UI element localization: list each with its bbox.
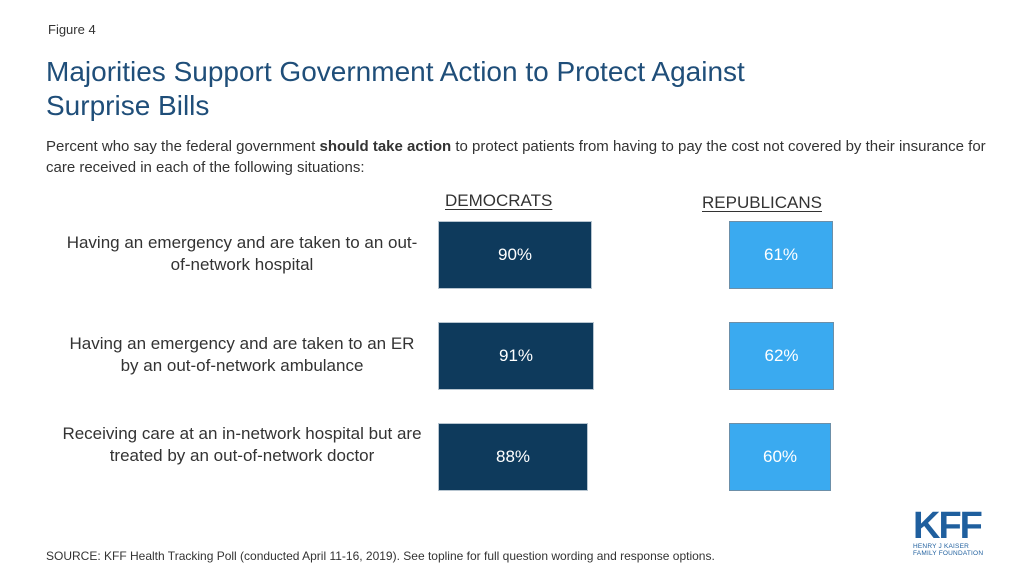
category-label: Receiving care at an in-network hospital… [62, 424, 422, 465]
subtitle-part-2: to protect patients from having to pay t… [46, 138, 986, 176]
subtitle-emphasis: should take action [319, 138, 452, 155]
source-note: SOURCE: KFF Health Tracking Poll (conduc… [46, 549, 715, 563]
kff-logo-mark: KFF [913, 505, 983, 547]
democrats-column-header: DEMOCRATS [445, 191, 553, 210]
republicans-bar: 61% [729, 221, 833, 289]
bar-value-label: 91% [498, 346, 534, 365]
bar-value-label: 88% [495, 447, 531, 466]
republicans-column-header: REPUBLICANS [702, 193, 822, 212]
democrats-bar: 90% [438, 221, 592, 289]
kff-logo-line-2: FAMILY FOUNDATION [913, 550, 984, 557]
democrats-bar: 91% [438, 322, 594, 390]
chart-title: Majorities Support Government Action to … [46, 56, 745, 121]
democrats-bar: 88% [438, 423, 588, 491]
kff-logo-line-1: HENRY J KAISER [913, 543, 970, 550]
bar-value-label: 61% [763, 245, 799, 264]
figure-label: Figure 4 [48, 22, 96, 37]
chart-subtitle: Percent who say the federal government s… [46, 136, 996, 178]
bar-value-label: 90% [497, 245, 533, 264]
republicans-bar: 60% [729, 423, 831, 491]
category-label: Having an emergency and are taken to an … [69, 334, 415, 375]
kff-logo: KFF HENRY J KAISER FAMILY FOUNDATION [913, 505, 989, 557]
bar-value-label: 62% [764, 346, 799, 365]
category-label: Having an emergency and are taken to an … [66, 233, 418, 274]
subtitle-part-1: Percent who say the federal government [46, 138, 320, 155]
republicans-bar: 62% [729, 322, 834, 390]
bar-value-label: 60% [762, 447, 798, 466]
